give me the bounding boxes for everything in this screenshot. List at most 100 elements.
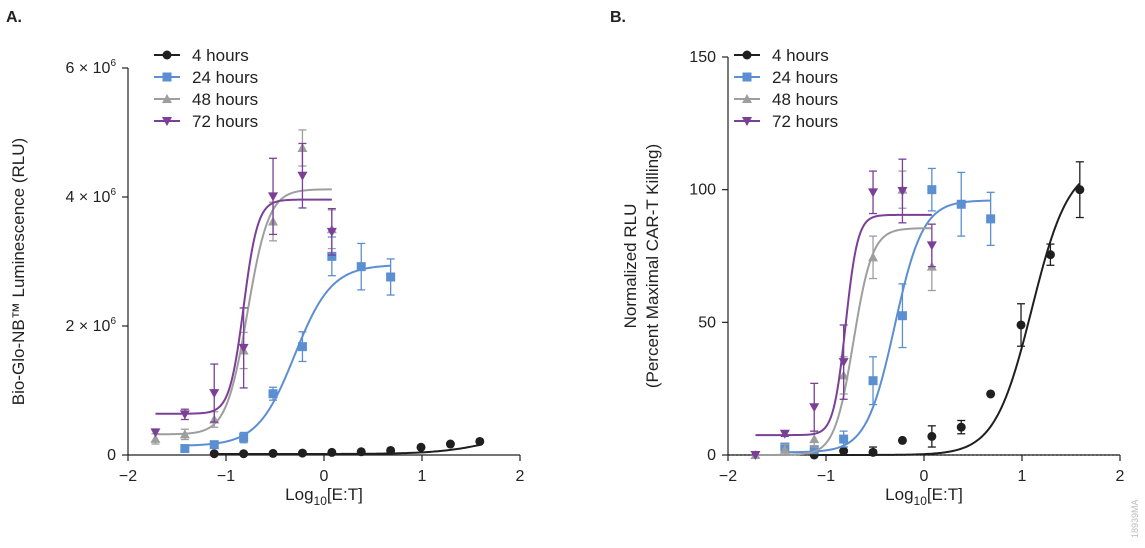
series-4 — [150, 142, 337, 438]
data-point — [809, 445, 819, 455]
data-point — [897, 311, 907, 321]
data-point — [239, 433, 249, 443]
data-point — [180, 444, 190, 454]
series-4 — [750, 158, 937, 460]
fit-curve — [214, 443, 481, 456]
legend-marker — [742, 94, 752, 103]
data-point — [475, 436, 485, 446]
legend-item: 72 hours — [734, 112, 838, 131]
x-tick-label: −2 — [119, 468, 137, 485]
data-point — [750, 451, 761, 460]
chart-panel-2: B. −2 −1 0 1 2 0 50 100 150 Log10[E:T] Normalized R… — [610, 9, 1125, 508]
data-point — [839, 434, 849, 444]
data-point — [927, 185, 937, 195]
figure-code: 18939MA — [1130, 499, 1140, 538]
legend-marker — [742, 50, 752, 60]
x-tick-label: −1 — [817, 468, 835, 485]
panel-label: A. — [6, 9, 22, 26]
data-point — [868, 188, 879, 198]
data-point — [209, 440, 219, 450]
x-axis-title: Log10[E:T] — [285, 485, 363, 508]
data-point — [1045, 250, 1055, 260]
data-point — [239, 449, 249, 459]
legend-label: 24 hours — [772, 68, 838, 87]
y-axis-title: (Percent Maximal CAR-T Killing) — [643, 144, 662, 388]
data-point — [356, 447, 366, 457]
legend-item: 48 hours — [734, 90, 838, 109]
data-point — [356, 262, 366, 272]
legend-marker — [162, 50, 172, 60]
data-point — [268, 448, 278, 458]
data-point — [268, 389, 278, 399]
x-tick-label: 1 — [418, 468, 427, 485]
legend-item: 72 hours — [154, 112, 258, 131]
y-tick-label: 50 — [698, 314, 716, 331]
data-point — [386, 272, 396, 282]
x-tick-label: 1 — [1018, 468, 1027, 485]
data-point — [238, 343, 249, 353]
x-tick-label: 0 — [320, 468, 329, 485]
data-point — [838, 358, 849, 368]
data-point — [956, 422, 966, 432]
data-point — [986, 389, 996, 399]
legend-marker — [162, 72, 172, 82]
data-point — [1016, 320, 1026, 330]
data-point — [927, 431, 937, 441]
legend-item: 24 hours — [734, 68, 838, 87]
x-tick-label: 0 — [920, 468, 929, 485]
x-tick-label: 2 — [1116, 468, 1125, 485]
data-point — [297, 342, 307, 352]
data-point — [179, 410, 190, 420]
data-point — [986, 214, 996, 224]
data-point — [868, 252, 879, 262]
series-2 — [780, 167, 996, 455]
y-tick-label: 0 — [707, 447, 716, 464]
legend-marker — [742, 117, 752, 126]
y-axis-title: Bio-Glo-NB™ Luminescence (RLU) — [9, 138, 28, 405]
data-point — [897, 186, 908, 196]
legend-label: 48 hours — [772, 90, 838, 109]
series-1 — [209, 436, 485, 459]
panel-label: B. — [610, 9, 626, 26]
legend-label: 72 hours — [192, 112, 258, 131]
data-point — [956, 199, 966, 209]
x-tick-label: −1 — [217, 468, 235, 485]
data-point — [327, 447, 337, 457]
data-point — [386, 445, 396, 455]
x-tick-label: −2 — [719, 468, 737, 485]
legend-item: 4 hours — [734, 46, 829, 65]
data-point — [445, 439, 455, 449]
legend-label: 48 hours — [192, 90, 258, 109]
fit-curve — [814, 182, 1081, 456]
data-point — [779, 444, 790, 454]
data-point — [297, 448, 307, 458]
data-point — [926, 241, 937, 251]
data-point — [779, 429, 790, 439]
x-tick-label: 2 — [516, 468, 525, 485]
legend-item: 4 hours — [154, 46, 249, 65]
data-point — [1075, 185, 1085, 195]
data-point — [150, 428, 161, 438]
y-tick-label: 6 × 106 — [66, 58, 117, 77]
data-point — [209, 449, 219, 459]
y-tick-label: 100 — [689, 182, 716, 199]
legend-item: 48 hours — [154, 90, 258, 109]
y-tick-label: 4 × 106 — [66, 187, 117, 206]
legend-label: 4 hours — [772, 46, 829, 65]
legend-marker — [162, 117, 172, 126]
data-point — [809, 434, 820, 444]
data-point — [150, 433, 161, 443]
legend-label: 72 hours — [772, 112, 838, 131]
x-axis-title: Log10[E:T] — [885, 485, 963, 508]
data-point — [868, 376, 878, 386]
series-3 — [150, 129, 337, 445]
legend-marker — [742, 72, 752, 82]
y-tick-label: 0 — [107, 447, 116, 464]
y-tick-label: 150 — [689, 49, 716, 66]
data-point — [268, 192, 279, 202]
chart-panel-1: A. −2 −1 0 1 2 0 2 × 106 4 × 106 6 × 106 Log10[E:T… — [6, 9, 525, 508]
fit-curve — [184, 264, 391, 447]
data-point — [897, 435, 907, 445]
fit-curve — [784, 199, 991, 454]
